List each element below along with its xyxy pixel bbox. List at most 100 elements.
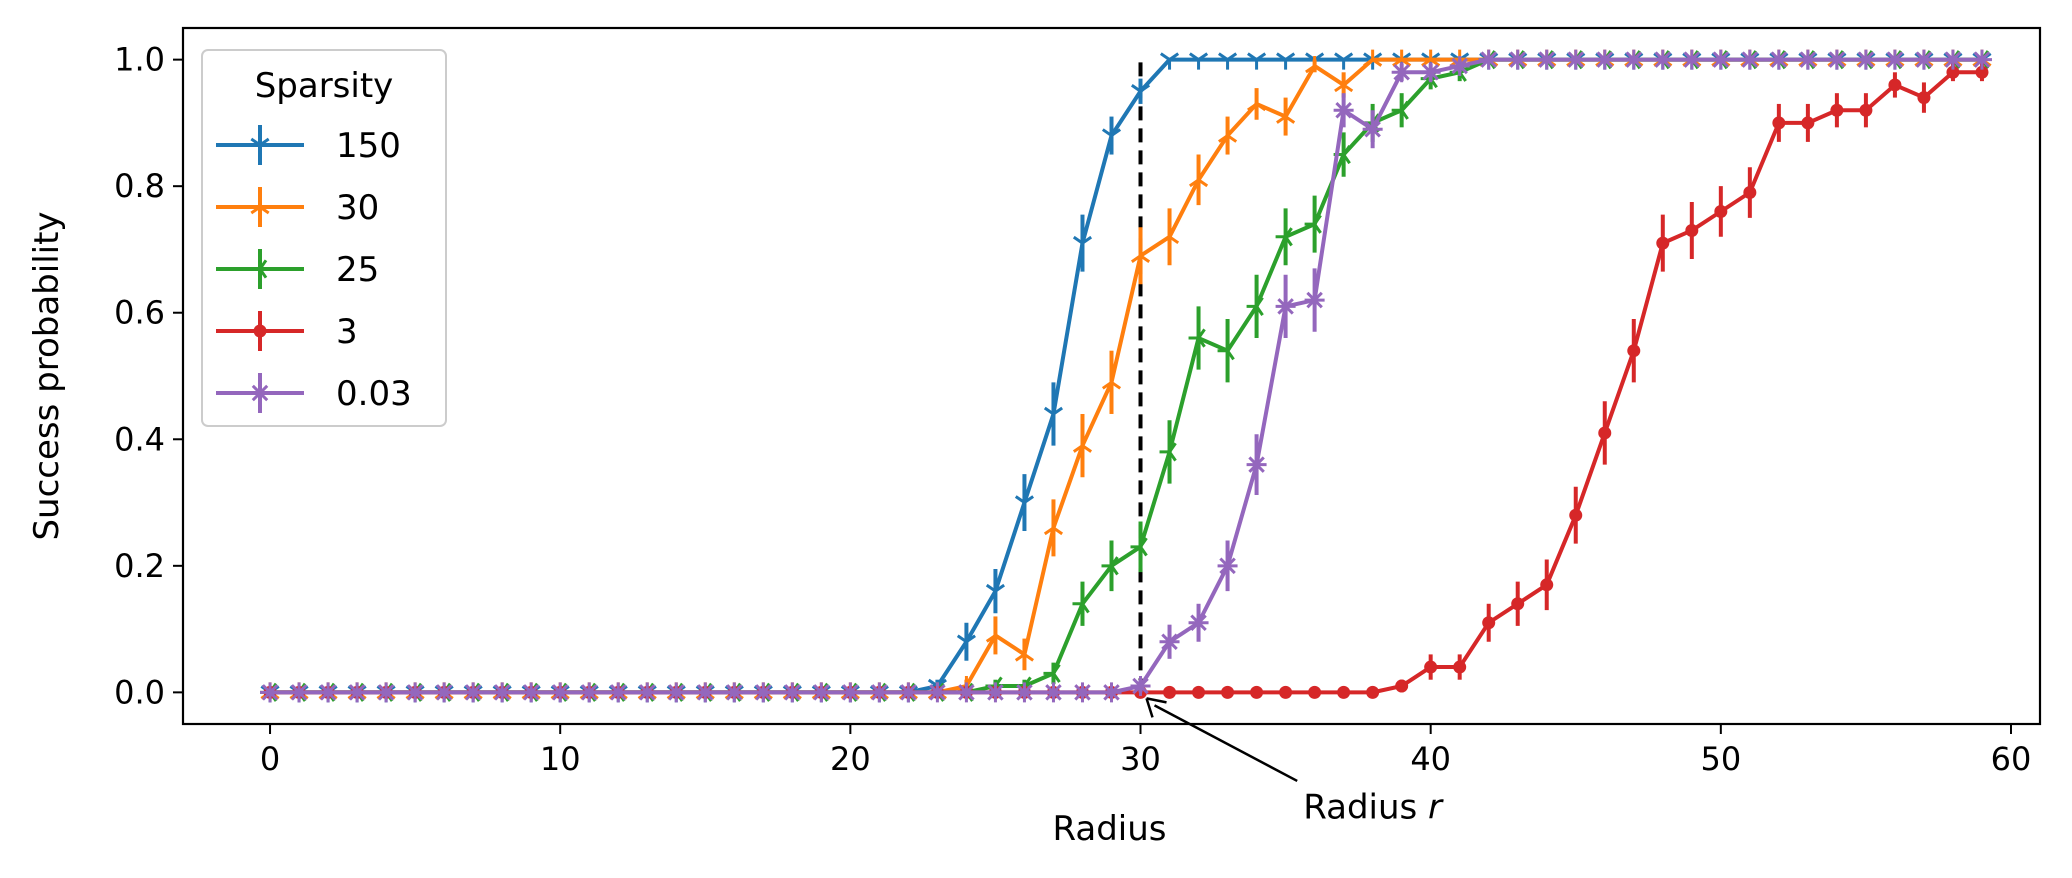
x-tick-label: 50 [1700, 740, 1741, 778]
x-tick-label: 20 [830, 740, 871, 778]
data-point [608, 682, 629, 703]
data-point [1043, 682, 1064, 703]
data-point [1334, 52, 1354, 70]
data-point [1627, 344, 1641, 358]
series-4 [260, 49, 1992, 703]
data-point [376, 682, 397, 703]
y-tick-label: 0.8 [114, 167, 165, 205]
data-point [1478, 49, 1499, 70]
plot-frame [181, 26, 2042, 726]
data-point [1511, 597, 1525, 611]
data-point [1656, 236, 1670, 250]
x-tick-label: 40 [1410, 740, 1451, 778]
x-tick-label: 60 [1991, 740, 2032, 778]
data-point [1333, 100, 1354, 121]
data-point [724, 682, 745, 703]
legend-entry: 3 [216, 311, 358, 352]
data-point [1391, 62, 1412, 83]
data-point [1159, 631, 1180, 652]
data-point [318, 682, 339, 703]
data-point [289, 682, 310, 703]
data-point [1275, 296, 1296, 317]
data-point [782, 682, 803, 703]
data-point [1391, 100, 1409, 120]
data-point [1072, 235, 1093, 254]
data-point [1159, 52, 1180, 70]
data-point [1913, 49, 1934, 70]
legend-entry: 0.03 [216, 373, 412, 414]
data-point [1043, 663, 1061, 683]
legend-label: 25 [336, 250, 379, 290]
data-point [1305, 55, 1325, 74]
data-point [1246, 454, 1267, 475]
data-point [1830, 103, 1844, 117]
data-point [1395, 679, 1409, 693]
x-axis-label: Radius [1052, 809, 1166, 849]
data-point [1739, 49, 1760, 70]
y-tick-label: 0.2 [114, 547, 165, 585]
data-point [1971, 49, 1992, 70]
data-point [1507, 49, 1528, 70]
data-point [1101, 372, 1122, 390]
data-point [1946, 65, 1960, 79]
data-point [1366, 685, 1380, 699]
data-point [1159, 226, 1180, 245]
annotation-text: Radius r [1303, 787, 1444, 827]
data-point [985, 682, 1006, 703]
legend-label: 30 [336, 188, 379, 228]
data-point [1279, 685, 1293, 699]
data-point [1714, 204, 1728, 218]
data-point [1565, 49, 1586, 70]
series-line [270, 57, 1982, 695]
x-tick-label: 10 [540, 740, 581, 778]
data-point [1276, 106, 1296, 124]
data-point [753, 682, 774, 703]
data-point [1536, 49, 1557, 70]
annotation-arrowhead [1145, 697, 1167, 718]
data-point [869, 682, 890, 703]
data-point [1768, 49, 1789, 70]
series-line [270, 70, 1982, 695]
series-2 [260, 50, 1990, 702]
legend-marker [250, 259, 268, 279]
data-point [1218, 52, 1238, 70]
data-point [840, 682, 861, 703]
y-tick-label: 0.0 [114, 673, 165, 711]
data-point [1072, 682, 1093, 703]
annotation-arrow [1153, 704, 1298, 783]
data-point [1043, 406, 1064, 424]
data-point [1681, 49, 1702, 70]
data-point [1392, 49, 1412, 67]
data-point [1101, 556, 1119, 576]
axes: 0 10 20 30 40 50 60 0.0 0.2 0.4 0.6 0.8 1.0 Radius Suc… [27, 26, 2042, 849]
data-point [1420, 62, 1441, 83]
data-point [898, 682, 919, 703]
data-point [1072, 435, 1093, 453]
data-point [1192, 685, 1206, 699]
data-point [1304, 214, 1322, 234]
data-point [1797, 49, 1818, 70]
data-point [1217, 555, 1238, 576]
data-point [1569, 508, 1583, 522]
data-point [666, 682, 687, 703]
y-tick-label: 0.6 [114, 294, 165, 332]
data-point [1014, 682, 1035, 703]
data-point [1101, 682, 1122, 703]
legend: Sparsity 150 30 25 3 0.03 [201, 49, 447, 427]
data-point [1308, 685, 1322, 699]
data-point [1159, 442, 1177, 462]
data-point [1421, 49, 1441, 67]
data-point [1482, 616, 1496, 630]
series-3 [263, 63, 1989, 699]
data-point [260, 682, 281, 703]
data-point [1685, 223, 1699, 237]
data-point [1218, 125, 1238, 143]
legend-entry: 150 [216, 125, 401, 166]
series-line [270, 57, 1982, 695]
data-point [1043, 517, 1064, 536]
data-point [1188, 169, 1209, 188]
data-point [1247, 93, 1267, 112]
data-point [521, 682, 542, 703]
data-point [1942, 49, 1963, 70]
